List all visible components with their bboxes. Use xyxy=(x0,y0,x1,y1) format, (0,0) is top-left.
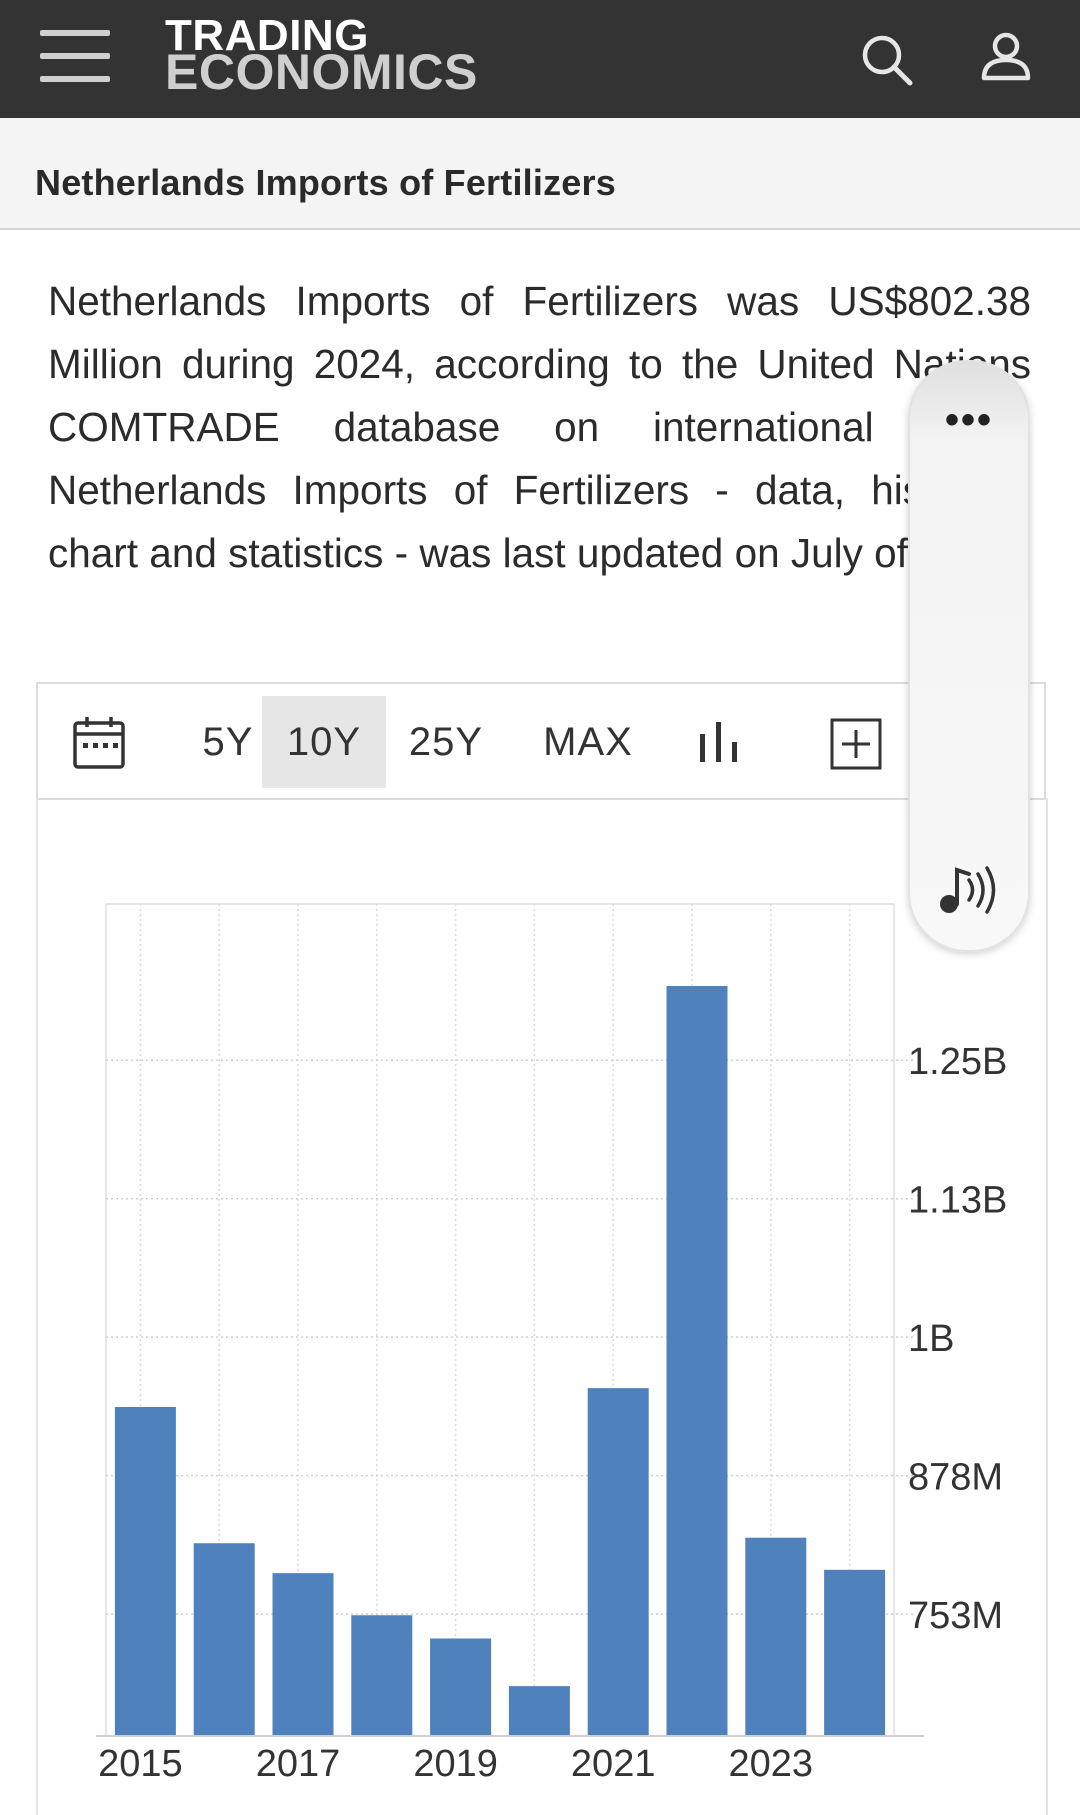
hamburger-menu-icon[interactable] xyxy=(40,28,110,84)
range-button-max[interactable]: MAX xyxy=(543,720,633,764)
bar-2022 xyxy=(666,985,728,1736)
bar-2021 xyxy=(587,1388,649,1736)
x-tick-label: 2015 xyxy=(98,1743,183,1785)
bar-2018 xyxy=(351,1615,413,1736)
bar-2017 xyxy=(272,1573,334,1736)
x-tick-label: 2017 xyxy=(256,1743,341,1785)
user-account-icon[interactable] xyxy=(980,31,1032,83)
logo-line-2: ECONOMICS xyxy=(165,44,478,100)
x-tick-label: 2021 xyxy=(571,1743,656,1785)
y-tick-label: 753M xyxy=(908,1595,1003,1637)
bar-2020 xyxy=(508,1686,570,1736)
page-description: Netherlands Imports of Fertilizers was U… xyxy=(48,278,1031,576)
search-icon[interactable] xyxy=(860,33,914,87)
floating-assistant-panel[interactable]: ••• xyxy=(908,360,1030,952)
range-button-25y[interactable]: 25Y xyxy=(408,720,484,764)
top-navigation-bar: TRADING ECONOMICS xyxy=(0,0,1080,118)
bar-2023 xyxy=(745,1537,807,1736)
range-button-5y[interactable]: 5Y xyxy=(202,720,254,764)
logo-line-1: TRADING xyxy=(165,11,369,60)
range-button-10y[interactable]: 10Y xyxy=(262,696,386,788)
more-icon[interactable]: ••• xyxy=(944,398,993,442)
bar-2024 xyxy=(824,1569,886,1736)
chart-container: 753M 878M 1B 1.13B 1.25B 2015 2017 2019 2021 2023 xyxy=(36,798,1048,1815)
page-title: Netherlands Imports of Fertilizers xyxy=(35,162,616,203)
add-box-icon[interactable] xyxy=(830,718,882,770)
x-tick-label: 2023 xyxy=(729,1743,814,1785)
y-tick-label: 1.13B xyxy=(908,1180,1007,1222)
calendar-icon[interactable] xyxy=(72,714,126,770)
x-tick-label: 2019 xyxy=(413,1743,498,1785)
bar-2015 xyxy=(114,1406,176,1736)
y-tick-label: 1B xyxy=(908,1318,954,1360)
y-tick-label: 1.25B xyxy=(908,1041,1007,1083)
imports-bar-chart: 753M 878M 1B 1.13B 1.25B 2015 2017 2019 2021 2023 xyxy=(96,903,1007,1785)
chart-toolbar: 5Y 10Y 25Y MAX xyxy=(36,682,1046,800)
y-tick-label: 878M xyxy=(908,1457,1003,1499)
audio-icon[interactable] xyxy=(935,862,1001,918)
bar-chart-icon[interactable] xyxy=(698,720,742,764)
trading-economics-logo[interactable]: TRADING ECONOMICS xyxy=(165,11,478,100)
bar-2016 xyxy=(193,1543,255,1736)
page-title-band: Netherlands Imports of Fertilizers xyxy=(0,118,1080,230)
bar-2019 xyxy=(430,1638,492,1736)
